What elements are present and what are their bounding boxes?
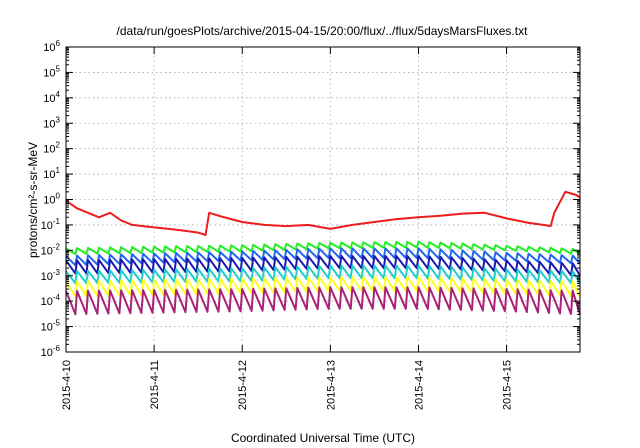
y-tick-label: 101: [43, 166, 60, 181]
y-tick-label: 10-6: [41, 344, 61, 359]
series-line-7: [65, 286, 581, 316]
y-tick-label: 10-5: [41, 319, 61, 334]
x-tick-label: 2015-4-13: [325, 360, 337, 410]
series-line-4: [65, 255, 581, 277]
x-tick-label: 2015-4-10: [61, 360, 73, 410]
series-line-2: [65, 240, 581, 256]
y-tick-label: 103: [43, 115, 60, 130]
x-tick-label: 2015-4-11: [149, 360, 161, 409]
y-axis-label: protons/cm²-s-sr-MeV: [26, 142, 40, 258]
series-line-3: [65, 247, 581, 267]
y-tick-label: 10-4: [41, 293, 61, 308]
y-tick-label: 105: [43, 64, 60, 79]
y-tick-label: 100: [43, 192, 60, 207]
x-axis: 2015-4-10 2015-4-11 2015-4-12 2015-4-13 2015…: [61, 47, 514, 410]
y-tick-label: 10-3: [41, 268, 61, 283]
chart-title: /data/run/goesPlots/archive/2015-04-15/2…: [117, 24, 529, 38]
x-tick-label: 2015-4-12: [237, 360, 249, 410]
x-tick-label: 2015-4-14: [413, 360, 425, 410]
y-axis: 10-6 10-5 10-4 10-3 10-2 10-1 100 101 102 103 104 1…: [41, 39, 580, 359]
x-tick-label: 2015-4-15: [502, 360, 514, 410]
series-layer: [65, 190, 581, 316]
y-tick-label: 10-1: [41, 217, 61, 232]
y-tick-label: 104: [43, 90, 60, 105]
y-tick-label: 102: [43, 141, 60, 156]
x-axis-label: Coordinated Universal Time (UTC): [231, 431, 415, 445]
y-tick-label: 10-2: [41, 242, 61, 257]
series-line-1: [65, 190, 581, 236]
series-line-6: [65, 275, 581, 298]
y-tick-label: 106: [43, 39, 60, 54]
series-line-5: [65, 264, 581, 285]
